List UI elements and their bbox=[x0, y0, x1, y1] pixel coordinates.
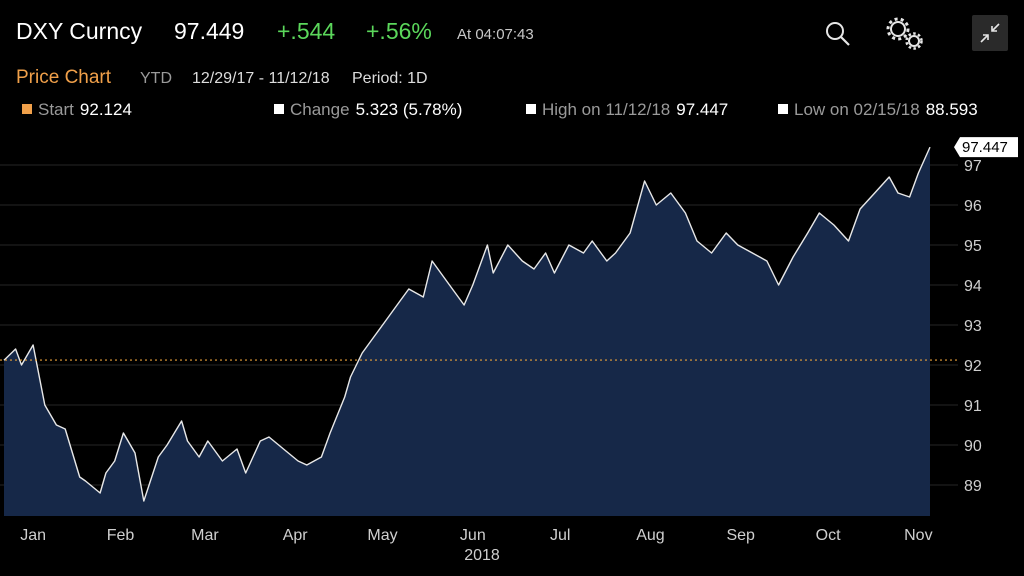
y-tick-label: 95 bbox=[964, 238, 982, 255]
stat-low-value: 88.593 bbox=[925, 100, 978, 119]
price-line bbox=[3, 146, 931, 502]
stat-start-label: Start bbox=[38, 100, 74, 119]
period-selector[interactable]: Period: 1D bbox=[352, 70, 428, 87]
stat-low: Low on 02/15/18 88.593 bbox=[778, 100, 978, 120]
stat-change: Change 5.323 (5.78%) bbox=[274, 100, 462, 120]
last-value-label: 97.447 bbox=[962, 139, 1008, 156]
y-tick-label: 93 bbox=[964, 318, 982, 335]
y-tick-label: 89 bbox=[964, 478, 982, 495]
y-tick-label: 94 bbox=[964, 278, 982, 295]
price-area bbox=[4, 147, 930, 516]
stat-high: High on 11/12/18 97.447 bbox=[526, 100, 728, 120]
stats-legend: Start 92.124 Change 5.323 (5.78%) High on … bbox=[0, 100, 1024, 124]
date-range[interactable]: 12/29/17 - 11/12/18 bbox=[192, 70, 330, 87]
ticker-symbol: DXY Curncy bbox=[16, 18, 143, 44]
percent-change: +.56% bbox=[366, 18, 432, 44]
net-change: +.544 bbox=[277, 18, 336, 44]
high-swatch bbox=[526, 104, 536, 114]
x-tick-label: Aug bbox=[636, 527, 664, 544]
y-tick-label: 90 bbox=[964, 438, 982, 455]
quote-time: At 04:07:43 bbox=[457, 26, 534, 43]
x-tick-label: Jan bbox=[20, 527, 46, 544]
settings-gears-icon[interactable] bbox=[884, 16, 926, 50]
stat-change-value: 5.323 (5.78%) bbox=[355, 100, 463, 119]
x-tick-label: Nov bbox=[904, 527, 932, 544]
stat-high-value: 97.447 bbox=[676, 100, 729, 119]
y-tick-label: 97 bbox=[964, 158, 982, 175]
x-tick-label: Mar bbox=[191, 527, 219, 544]
price-chart-title[interactable]: Price Chart bbox=[16, 67, 112, 88]
last-value-badge bbox=[954, 137, 1018, 158]
header-bar: DXY Curncy 97.449 +.544 +.56% At 04:07:4… bbox=[0, 0, 1024, 62]
start-swatch bbox=[22, 104, 32, 114]
x-tick-label: Oct bbox=[816, 527, 841, 544]
stat-change-label: Change bbox=[290, 100, 350, 119]
stat-low-label: Low on 02/15/18 bbox=[794, 100, 920, 119]
price-chart[interactable]: 89 90 91 92 93 94 95 96 97 97.447 Jan Feb Mar Apr May J… bbox=[0, 130, 1024, 576]
search-icon[interactable] bbox=[824, 20, 852, 48]
x-tick-label: Apr bbox=[283, 527, 309, 544]
last-price: 97.449 bbox=[174, 18, 245, 44]
low-swatch bbox=[778, 104, 788, 114]
y-tick-label: 96 bbox=[964, 198, 982, 215]
range-mode[interactable]: YTD bbox=[140, 70, 172, 87]
stat-high-label: High on 11/12/18 bbox=[542, 100, 671, 119]
x-tick-label: Jul bbox=[550, 527, 570, 544]
collapse-icon[interactable] bbox=[972, 15, 1008, 51]
y-tick-label: 91 bbox=[964, 398, 982, 415]
x-tick-label: Sep bbox=[726, 527, 755, 544]
y-tick-label: 92 bbox=[964, 358, 982, 375]
change-swatch bbox=[274, 104, 284, 114]
x-year-label: 2018 bbox=[464, 547, 500, 564]
x-tick-label: May bbox=[367, 527, 397, 544]
stat-start: Start 92.124 bbox=[22, 100, 132, 120]
x-tick-label: Jun bbox=[460, 527, 486, 544]
x-tick-label: Feb bbox=[107, 527, 135, 544]
chart-toolbar: Price Chart YTD 12/29/17 - 11/12/18 Peri… bbox=[0, 64, 1024, 94]
stat-start-value: 92.124 bbox=[79, 100, 132, 119]
